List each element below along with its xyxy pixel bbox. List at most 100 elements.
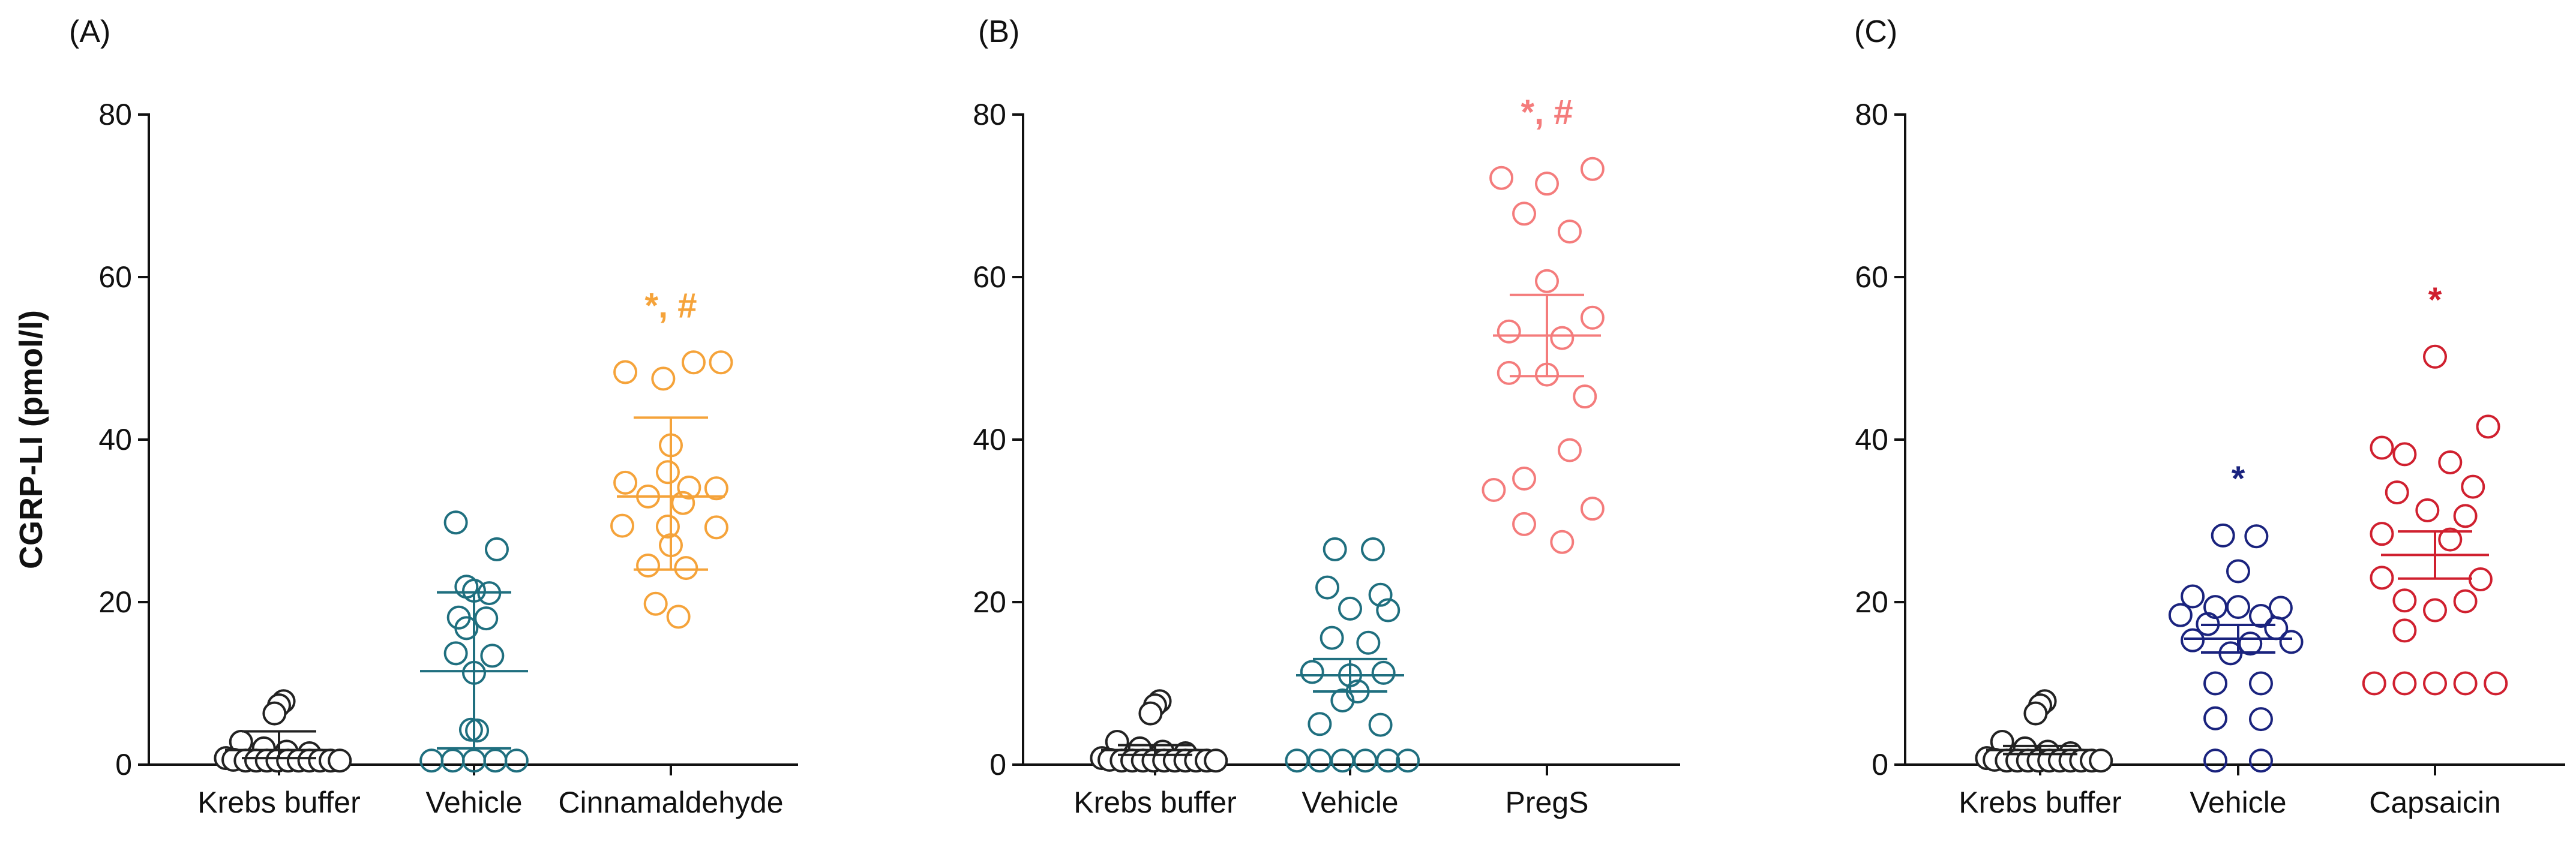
data-point [2203, 748, 2228, 773]
data-point [484, 537, 509, 561]
y-tick-label: 20 [98, 585, 132, 619]
y-tick-label: 40 [973, 423, 1006, 456]
data-point [1557, 438, 1582, 462]
data-point [504, 748, 529, 773]
data-point [1323, 537, 1347, 561]
data-point [1557, 219, 1582, 244]
y-tick-label: 20 [1855, 585, 1888, 619]
data-point [651, 366, 676, 391]
data-point [474, 606, 499, 631]
data-point [440, 748, 465, 773]
data-point [2203, 706, 2228, 730]
data-point [2370, 566, 2394, 590]
data-point [1482, 478, 1506, 503]
series-capsaicin: * [2362, 281, 2508, 696]
data-point [2392, 618, 2417, 643]
data-point [2392, 671, 2417, 696]
data-point [2023, 701, 2048, 726]
data-point [1573, 384, 1597, 409]
panel-label: (B) [978, 14, 1019, 49]
data-point [2423, 344, 2447, 369]
data-point [643, 591, 668, 616]
data-point [1497, 319, 1521, 344]
y-tick-label: 40 [1855, 423, 1888, 456]
data-point [2392, 588, 2417, 613]
data-point [2438, 450, 2463, 474]
data-point [2244, 524, 2269, 549]
data-point [2226, 559, 2250, 584]
data-point [1497, 360, 1521, 385]
x-tick-label: PregS [1506, 786, 1589, 819]
data-point [677, 475, 701, 500]
significance-marker: *, # [1521, 93, 1573, 132]
y-tick-label: 60 [1855, 260, 1888, 294]
data-point [443, 510, 468, 535]
data-point [1353, 748, 1378, 773]
data-point [709, 350, 733, 375]
data-point [2476, 414, 2500, 439]
data-point [1535, 172, 1559, 196]
series-vehicle [1285, 537, 1420, 773]
data-point [1580, 157, 1605, 181]
y-tick-label: 40 [98, 423, 132, 456]
data-point [262, 701, 287, 726]
data-point [419, 748, 444, 773]
data-point [1308, 712, 1332, 736]
data-point [1489, 166, 1514, 190]
data-point [2362, 671, 2386, 696]
data-point [483, 748, 508, 773]
x-tick-label: Capsaicin [2369, 786, 2501, 819]
chart-panel-1: (A) CGRP-LI (pmol/l) 0 20 40 60 80 Krebs buffer… [13, 14, 798, 819]
data-point [2279, 630, 2304, 654]
series-vehicle [419, 510, 529, 773]
data-point [1376, 748, 1401, 773]
data-point [1368, 582, 1393, 607]
data-point [613, 470, 638, 495]
chart-panel-2: (B) 0 20 40 60 80 Krebs buffer Vehicle PregS *, # [973, 14, 1680, 819]
y-tick-label: 80 [98, 98, 132, 131]
data-point [465, 718, 490, 743]
data-point [454, 616, 479, 640]
y-tick-label: 80 [973, 98, 1006, 131]
series-krebs-buffer [1090, 689, 1228, 773]
significance-marker: * [2428, 281, 2442, 320]
chart-panel-3: (C) 0 20 40 60 80 Krebs buffer Vehicle Capsaicin… [1854, 14, 2565, 819]
data-point [2248, 748, 2273, 773]
data-point [613, 360, 638, 384]
x-tick-label: Vehicle [425, 786, 522, 819]
data-point [1204, 748, 1228, 773]
significance-marker: *, # [644, 286, 697, 325]
data-point [636, 554, 661, 578]
data-point [1535, 269, 1559, 293]
data-point [1580, 305, 1605, 330]
y-tick-label: 60 [98, 260, 132, 294]
data-point [2248, 604, 2273, 629]
data-point [1580, 497, 1605, 521]
data-point [2226, 595, 2250, 620]
panel-label: (C) [1854, 14, 1897, 49]
series-krebs-buffer [1975, 689, 2113, 773]
x-tick-label: Vehicle [2190, 786, 2286, 819]
data-point [1356, 630, 1381, 655]
data-point [1512, 512, 1537, 536]
data-point [1285, 748, 1309, 773]
data-point [2248, 707, 2273, 732]
data-point [480, 643, 505, 668]
data-point [655, 460, 680, 485]
data-point [610, 513, 635, 538]
data-point [1550, 530, 1575, 554]
data-point [1315, 575, 1340, 600]
panel-label: (A) [69, 14, 110, 49]
data-point [1360, 537, 1385, 561]
data-point [674, 556, 698, 581]
data-point [1368, 712, 1393, 737]
data-point [1338, 596, 1362, 621]
data-point [2181, 584, 2205, 609]
data-point [1550, 326, 1575, 350]
data-point [2089, 748, 2113, 773]
data-point [2423, 671, 2447, 696]
series-krebs-buffer [214, 689, 352, 773]
data-point [704, 515, 728, 540]
data-point [1330, 748, 1355, 773]
